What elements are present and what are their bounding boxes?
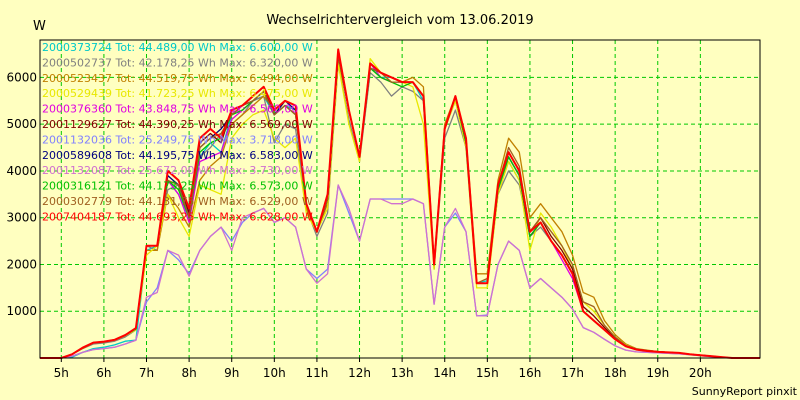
x-tick-label: 19h (646, 366, 669, 380)
x-tick-label: 7h (139, 366, 154, 380)
x-tick-label: 8h (181, 366, 196, 380)
x-tick-label: 14h (433, 366, 456, 380)
y-axis-unit: W (33, 19, 46, 34)
legend-entry-1: 2000373724 Tot: 44.489,00 Wh Max: 6.600,… (42, 41, 313, 54)
legend-entry-3: 2000523437 Tot: 44.519,75 Wh Max: 6.494,… (42, 72, 313, 85)
x-tick-label: 12h (348, 366, 371, 380)
series-line-9 (40, 184, 760, 359)
legend-entry-8: 2000589608 Tot: 44.195,75 Wh Max: 6.583,… (42, 149, 313, 162)
x-tick-label: 11h (305, 366, 328, 380)
legend-entry-6: 2001129627 Tot: 44.390,25 Wh Max: 6.569,… (42, 118, 313, 131)
x-tick-label: 13h (391, 366, 414, 380)
chart-title: Wechselrichtervergleich vom 13.06.2019 (266, 13, 533, 28)
x-tick-label: 6h (96, 366, 111, 380)
x-tick-label: 18h (604, 366, 627, 380)
legend-entry-12: 2007404187 Tot: 44.693,25 Wh Max: 6.628,… (42, 210, 313, 223)
x-tick-label: 10h (263, 366, 286, 380)
x-tick-label: 9h (224, 366, 239, 380)
legend-entry-5: 2000376360 Tot: 43.848,75 Wh Max: 6.560,… (42, 103, 313, 116)
y-tick-label: 6000 (6, 70, 37, 84)
x-tick-label: 20h (689, 366, 712, 380)
y-tick-label: 4000 (6, 164, 37, 178)
plot-frame (39, 39, 761, 359)
y-tick-label: 2000 (6, 257, 37, 271)
grid (40, 40, 760, 358)
legend-entry-10: 2000316121 Tot: 44.173,25 Wh Max: 6.573,… (42, 180, 313, 193)
x-tick-label: 16h (519, 366, 542, 380)
legend-entry-2: 2000502737 Tot: 42.178,25 Wh Max: 6.320,… (42, 56, 313, 69)
x-tick-label: 17h (561, 366, 584, 380)
legend-entry-9: 2001132087 Tot: 25.672,00 Wh Max: 3.730,… (42, 164, 313, 177)
axes: 1000 2000 3000 4000 5000 6000 5h 6h 7h 8h 9h 10h 11h… (6, 39, 761, 380)
y-tick-label: 5000 (6, 117, 37, 131)
y-tick-label: 1000 (6, 304, 37, 318)
legend-entry-7: 2001132036 Tot: 25.249,75 Wh Max: 3.718,… (42, 133, 313, 146)
footer-credit: SunnyReport pinxit (692, 385, 798, 398)
series-lines (40, 48, 760, 359)
series-line-12 (40, 48, 760, 359)
legend: 2000373724 Tot: 44.489,00 Wh Max: 6.600,… (42, 41, 313, 223)
legend-entry-11: 2000302779 Tot: 44.131,75 Wh Max: 6.529,… (42, 195, 313, 208)
x-tick-label: 15h (476, 366, 499, 380)
y-tick-label: 3000 (6, 211, 37, 225)
x-tick-label: 5h (54, 366, 69, 380)
legend-entry-4: 2000529439 Tot: 41.723,25 Wh Max: 6.475,… (42, 87, 313, 100)
